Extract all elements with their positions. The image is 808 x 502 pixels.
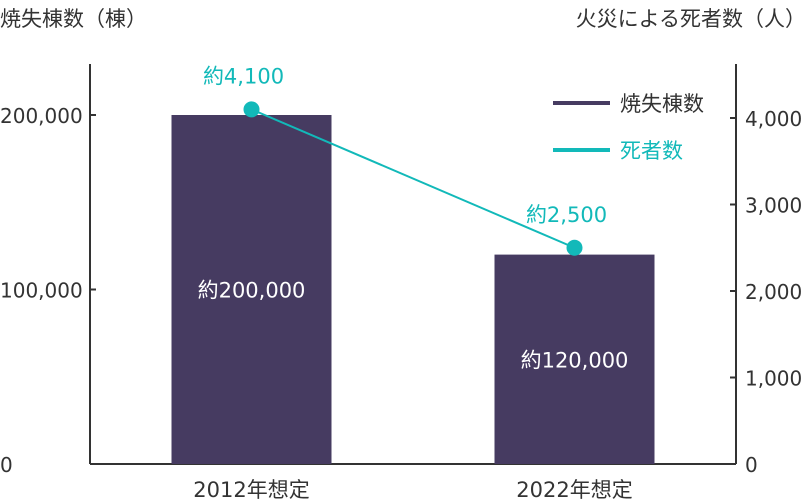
category-label: 2012年想定 (193, 478, 309, 502)
right-tick-label: 3,000 (745, 194, 802, 218)
legend: 焼失棟数 死者数 (553, 92, 704, 163)
line-point-label: 約4,100 (203, 64, 284, 88)
right-axis-title: 火災による死者数（人） (576, 7, 806, 31)
bar (171, 115, 332, 464)
right-tick-label: 2,000 (745, 280, 802, 304)
line-point-label: 約2,500 (526, 203, 607, 227)
bar-value-label: 約120,000 (521, 348, 629, 372)
left-tick-label: 200,000 (0, 104, 83, 128)
left-axis-title: 焼失棟数（棟） (0, 7, 147, 31)
right-axis-ticks: 0 1,000 2,000 3,000 4,000 (730, 107, 802, 477)
legend-label-buildings: 焼失棟数 (620, 92, 704, 116)
left-axis-ticks: 0 100,000 200,000 (0, 104, 96, 477)
category-label: 2022年想定 (516, 478, 632, 502)
legend-label-deaths: 死者数 (620, 139, 683, 163)
bar-series: 約200,000 約120,000 (171, 115, 655, 464)
right-tick-label: 0 (745, 453, 758, 477)
line-series: 約4,100 約2,500 (203, 64, 607, 256)
right-tick-label: 4,000 (745, 107, 802, 131)
left-tick-label: 100,000 (0, 279, 83, 303)
bar (494, 254, 655, 464)
death-line (251, 108, 575, 249)
bar-value-label: 約200,000 (198, 279, 306, 303)
left-tick-label: 0 (0, 453, 13, 477)
line-point (566, 239, 583, 256)
line-point (243, 101, 260, 118)
category-labels: 2012年想定 2022年想定 (193, 478, 632, 502)
right-tick-label: 1,000 (745, 367, 802, 391)
